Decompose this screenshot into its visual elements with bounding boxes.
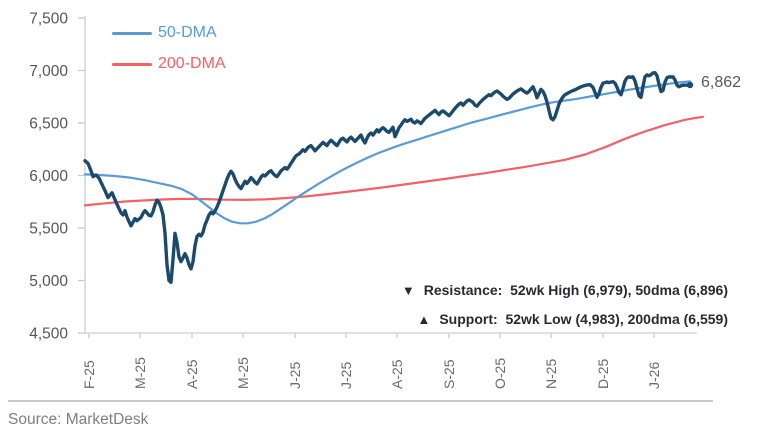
y-axis-tick-label: 4,500 — [29, 326, 68, 343]
x-axis-tick-label: A-25 — [389, 359, 405, 389]
legend-label-50dma: 50-DMA — [158, 24, 217, 41]
y-axis-tick-label: 7,500 — [29, 11, 68, 28]
support-text: Support: 52wk Low (4,983), 200dma (6,559… — [439, 311, 728, 327]
50dma-series-line — [83, 80, 692, 225]
legend-item-50dma: 50-DMA — [112, 22, 226, 44]
x-axis-tick-label: S-25 — [441, 359, 457, 389]
y-axis-tick-label: 5,000 — [29, 273, 68, 290]
x-axis-tick-label: F-25 — [81, 360, 97, 389]
x-axis-tick-label: D-25 — [595, 358, 611, 389]
x-axis-tick-label: J-26 — [646, 362, 662, 389]
source-attribution: Source: MarketDesk — [8, 411, 149, 428]
y-axis-tick-label: 5,500 — [29, 221, 68, 238]
chart-legend: 50-DMA 200-DMA — [112, 22, 226, 84]
price-series-line — [83, 70, 692, 284]
legend-item-200dma: 200-DMA — [112, 53, 226, 75]
50dma-line-swatch — [112, 31, 152, 35]
x-axis-tick-label: O-25 — [492, 358, 508, 389]
price-series-end-dot — [686, 81, 694, 89]
x-axis-tick-label: N-25 — [543, 358, 559, 389]
footer-divider — [8, 400, 713, 402]
200dma-line-swatch — [112, 62, 152, 66]
x-axis-tick-label: M-25 — [235, 357, 251, 389]
latest-price-label: 6,862 — [701, 74, 742, 91]
support-triangle-icon: ▲ — [417, 312, 431, 327]
x-axis-tick-label: J-25 — [338, 362, 354, 389]
key-levels-annotation: ▼ Resistance: 52wk High (6,979), 50dma (6… — [402, 276, 728, 334]
resistance-triangle-icon: ▼ — [401, 283, 415, 298]
y-axis-tick-label: 6,000 — [29, 168, 68, 185]
chart-canvas: 7,500 7,000 6,500 6,000 5,500 5,000 4,500 F-25 M… — [29, 11, 705, 389]
200dma-series-line — [83, 115, 705, 207]
x-axis-tick-label: J-25 — [287, 362, 303, 389]
y-axis-tick-label: 7,000 — [29, 63, 68, 80]
legend-label-200dma: 200-DMA — [158, 55, 226, 72]
price-chart: 7,500 7,000 6,500 6,000 5,500 5,000 4,500 F-25 M… — [29, 11, 742, 390]
resistance-line: ▼ Resistance: 52wk High (6,979), 50dma (6… — [402, 276, 728, 305]
x-axis-tick-label: M-25 — [132, 357, 148, 389]
support-line: ▲ Support: 52wk Low (4,983), 200dma (6,55… — [402, 305, 728, 334]
x-axis-tick-label: A-25 — [184, 359, 200, 389]
y-axis-tick-label: 6,500 — [29, 116, 68, 133]
resistance-text: Resistance: 52wk High (6,979), 50dma (6,… — [423, 282, 728, 298]
